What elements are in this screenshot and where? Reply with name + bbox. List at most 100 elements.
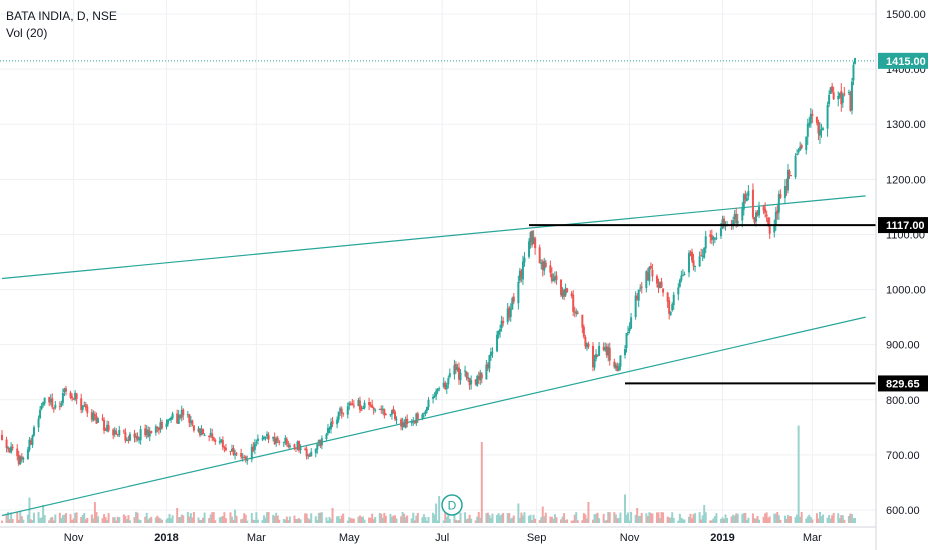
candle-body — [584, 337, 587, 347]
candle-body — [549, 265, 552, 273]
volume-bar — [779, 519, 782, 523]
volume-label[interactable]: Vol (20) — [6, 26, 48, 40]
volume-bar — [168, 513, 171, 523]
volume-bar — [596, 512, 599, 523]
volume-bar — [723, 518, 726, 523]
level-price-tag[interactable] — [878, 217, 928, 234]
candle-body — [360, 409, 363, 411]
candle-body — [404, 419, 407, 428]
candle-body — [395, 419, 398, 421]
volume-bar — [363, 519, 366, 523]
candle-body — [138, 439, 141, 441]
candle-body — [49, 399, 52, 402]
volume-bar — [666, 516, 669, 523]
volume-bar — [52, 520, 55, 523]
candle-body — [709, 234, 712, 237]
candle-body — [125, 440, 128, 442]
candle-body — [572, 294, 575, 312]
volume-bar — [502, 513, 505, 523]
volume-bar — [808, 514, 811, 523]
candle-body — [106, 424, 109, 432]
dividend-marker-circle[interactable] — [441, 494, 463, 516]
volume-bar — [342, 513, 345, 523]
candle-body — [393, 412, 396, 420]
level-price-tag[interactable] — [878, 375, 928, 392]
volume-bar — [167, 517, 170, 523]
volume-bar — [607, 512, 610, 523]
candle-body — [331, 421, 334, 424]
candle-body — [267, 435, 270, 440]
volume-bar — [406, 515, 409, 523]
volume-bar — [837, 513, 840, 523]
trendlines[interactable] — [1, 195, 866, 517]
candle-body — [534, 238, 537, 249]
volume-bar — [272, 514, 275, 523]
candle-body — [220, 439, 223, 442]
volume-bar — [459, 512, 462, 523]
volume-bar — [351, 518, 354, 523]
candle-body — [499, 328, 502, 332]
volume-bar — [317, 513, 320, 523]
price-tick-label: 600.00 — [886, 505, 920, 517]
time-tick-label: Nov — [64, 532, 84, 544]
candle-body — [288, 445, 291, 448]
candle-body — [412, 420, 415, 423]
time-axis[interactable]: Nov 2018 Mar May Jul Sep Nov 2019 Mar — [0, 526, 876, 544]
volume-bar — [741, 514, 744, 523]
time-tick-label: Jul — [435, 532, 449, 544]
volume-bar — [639, 515, 642, 523]
volume-bar — [214, 520, 217, 523]
candle-body — [736, 221, 739, 224]
volume-bar — [636, 508, 639, 523]
trendline[interactable] — [1, 195, 866, 280]
candle-body — [747, 191, 750, 197]
volume-bar — [231, 516, 234, 523]
volume-bar — [331, 508, 334, 523]
trendline[interactable] — [1, 316, 866, 517]
volume-bar — [48, 520, 51, 523]
volume-bar — [790, 516, 793, 523]
candle-body — [264, 437, 267, 439]
candle-body — [424, 411, 427, 414]
candle-body — [573, 311, 576, 313]
candle-body — [135, 436, 138, 438]
volume-bar — [726, 517, 729, 523]
candle-body — [595, 354, 598, 359]
price-axis[interactable]: 600.00700.00800.00900.001000.001100.0012… — [875, 0, 928, 550]
candle-body — [234, 453, 237, 456]
volume-bar — [371, 513, 374, 523]
candle-body — [786, 170, 789, 191]
candle-body — [383, 409, 386, 416]
volume-bar — [229, 512, 232, 523]
candle-body — [61, 393, 64, 403]
volume-bar — [563, 513, 566, 523]
candle-body — [497, 330, 500, 336]
candle-body — [442, 382, 445, 387]
candle-body — [48, 397, 51, 403]
volume-bar — [497, 513, 500, 523]
candle-body — [646, 272, 649, 280]
last-price-tag[interactable] — [878, 52, 928, 69]
candle-body — [541, 261, 544, 270]
candle-body — [346, 406, 349, 415]
candle-body — [687, 253, 690, 273]
candle-body — [587, 343, 590, 347]
candle-body — [1, 434, 3, 441]
volume-bar — [307, 518, 310, 523]
volume-bar — [655, 512, 658, 523]
volume-bar — [276, 515, 279, 523]
candle-body — [489, 351, 492, 356]
candle-body — [425, 407, 428, 411]
candle-body — [529, 232, 532, 243]
volume-bar — [90, 514, 93, 523]
candle-body — [124, 432, 127, 441]
candle-body — [54, 404, 57, 408]
symbol-label[interactable]: BATA INDIA, D, NSE — [6, 9, 117, 23]
volume-bar — [677, 520, 680, 523]
volume-bar — [645, 513, 648, 523]
dividend-marker[interactable]: D — [441, 494, 463, 516]
candle-body — [843, 93, 846, 95]
candle-body — [176, 413, 179, 424]
horizontal-levels[interactable] — [0, 60, 876, 385]
